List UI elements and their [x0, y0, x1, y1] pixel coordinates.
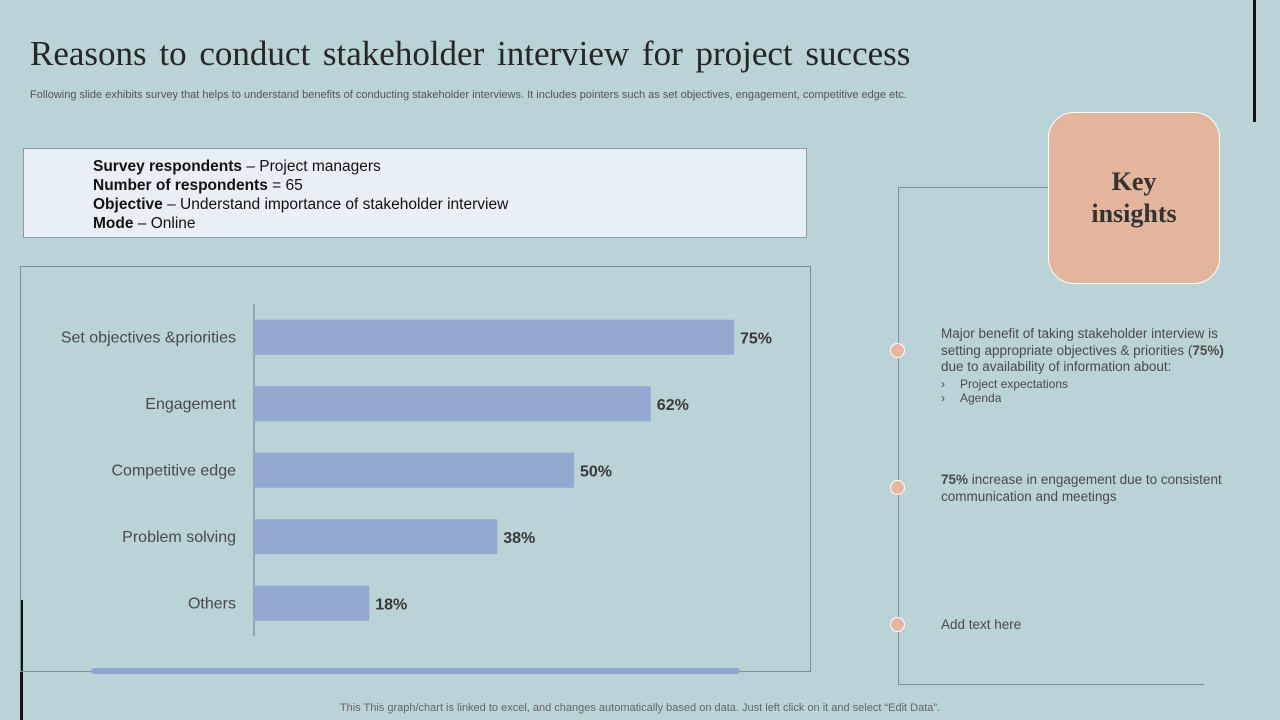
survey-count-value: 65 [285, 177, 303, 194]
survey-objective-line: Objective – Understand importance of sta… [93, 196, 509, 213]
key-insights-card: Key insights [1048, 112, 1220, 284]
survey-count-line: Number of respondents = 65 [93, 177, 303, 194]
insight-marker-dot [890, 343, 905, 358]
bar-chart[interactable]: Set objectives &priorities 75% Engagement 6… [21, 267, 810, 671]
bar[interactable] [254, 519, 498, 555]
insight-item-1: Major benefit of taking stakeholder inte… [941, 326, 1246, 406]
insight-1-bullets: Project expectations Agenda [941, 377, 1246, 406]
bar[interactable] [254, 319, 734, 355]
insight-marker-dot [890, 480, 905, 495]
category-label: Competitive edge [111, 462, 236, 479]
bar[interactable] [254, 585, 370, 621]
data-label: 75% [740, 330, 772, 347]
data-label: 62% [657, 397, 689, 414]
survey-objective-label: Objective [93, 196, 163, 213]
insight-item-2: 75% increase in engagement due to consis… [941, 472, 1246, 505]
survey-mode-value: Online [150, 215, 196, 232]
page-title: Reasons to conduct stakeholder interview… [30, 34, 911, 73]
insight-2-highlight: 75% [941, 472, 969, 487]
survey-respondents-value: Project managers [259, 158, 381, 175]
chart-scrollbar[interactable] [91, 668, 740, 674]
insight-3-text[interactable]: Add text here [941, 617, 1022, 632]
key-insights-title: Key insights [1091, 167, 1177, 228]
survey-count-label: Number of respondents [93, 177, 268, 194]
chart-frame[interactable]: Set objectives &priorities 75% Engagement 6… [20, 266, 811, 672]
survey-respondents-label: Survey respondents [93, 158, 243, 175]
insight-item-3[interactable]: Add text here [941, 617, 1246, 634]
survey-mode-line: Mode – Online [93, 215, 196, 232]
bar[interactable] [254, 452, 574, 488]
survey-respondents-line: Survey respondents – Project managers [93, 158, 381, 175]
category-label: Set objectives &priorities [61, 329, 236, 346]
data-label: 38% [503, 530, 535, 547]
category-label: Others [188, 595, 236, 612]
insight-marker-dot [890, 617, 905, 632]
insight-1-text: Major benefit of taking stakeholder inte… [941, 326, 1218, 358]
page-subtitle: Following slide exhibits survey that hel… [30, 89, 907, 101]
category-label: Problem solving [122, 529, 236, 546]
decorative-line-left [20, 600, 23, 720]
insight-1-highlight: 75%) [1192, 342, 1224, 358]
category-label: Engagement [145, 396, 236, 413]
survey-info-box: Survey respondents – Project managers Nu… [23, 148, 807, 238]
bar[interactable] [254, 386, 651, 422]
survey-objective-value: Understand importance of stakeholder int… [180, 196, 509, 213]
survey-mode-label: Mode [93, 215, 134, 232]
data-label: 18% [375, 596, 407, 613]
data-label: 50% [580, 463, 612, 480]
insight-1-text-end: due to availability of information about… [941, 359, 1172, 374]
footnote: This This graph/chart is linked to excel… [339, 702, 941, 714]
decorative-line-top [1253, 0, 1256, 122]
insight-bullet: Agenda [941, 391, 1246, 406]
insight-2-text: increase in engagement due to consistent… [941, 472, 1222, 504]
insight-bullet: Project expectations [941, 377, 1246, 392]
